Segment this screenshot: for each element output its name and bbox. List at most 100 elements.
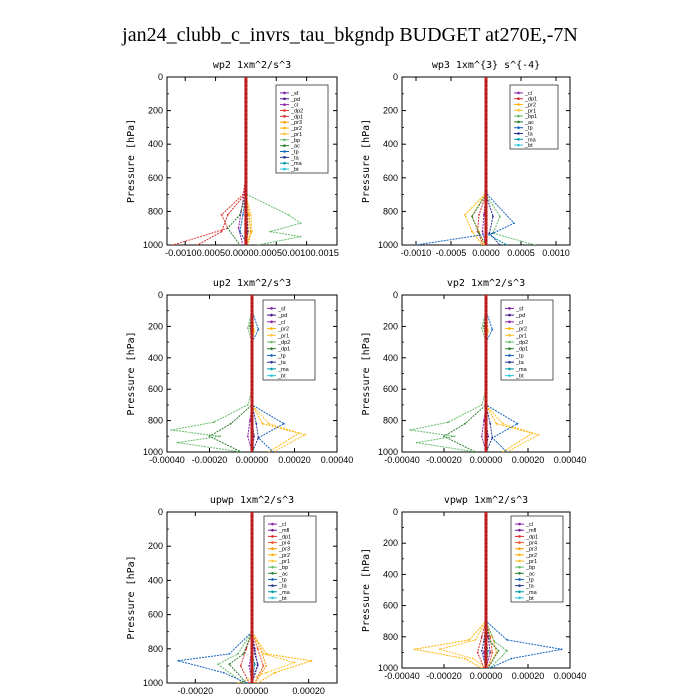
series-point: [217, 663, 219, 666]
zero-profile-marker: [250, 352, 254, 356]
series-point: [249, 325, 251, 328]
zero-profile-marker: [250, 320, 254, 325]
zero-profile-marker: [484, 631, 488, 635]
legend-marker: [270, 327, 273, 330]
legend-marker: [283, 132, 286, 136]
y-tick-label: 400: [148, 575, 163, 585]
y-tick-label: 400: [383, 569, 398, 579]
zero-profile-marker: [244, 113, 248, 117]
zero-profile-marker: [484, 588, 488, 592]
series-point: [534, 244, 536, 245]
series-point: [487, 330, 489, 332]
legend-label: _dp1: [515, 347, 528, 353]
series-point: [483, 651, 485, 654]
legend-marker: [517, 143, 520, 147]
series-point: [478, 232, 480, 235]
series-point: [474, 639, 477, 641]
series-line: [251, 512, 264, 683]
series-point: [253, 653, 256, 655]
zero-profile-marker: [250, 570, 254, 574]
zero-profile-marker: [484, 344, 488, 348]
series-point: [483, 244, 485, 245]
series-point: [253, 451, 255, 452]
y-tick-label: 600: [383, 173, 398, 183]
zero-profile-marker: [484, 324, 488, 328]
zero-profile-marker: [484, 151, 488, 155]
legend-marker: [283, 103, 286, 106]
legend-marker: [271, 553, 274, 557]
y-tick-label: 600: [148, 610, 163, 620]
series-group: [177, 512, 313, 683]
legend-marker: [271, 565, 274, 569]
legend-marker: [508, 354, 511, 357]
zero-profile-marker: [484, 297, 488, 301]
zero-profile-marker: [484, 104, 488, 108]
series-point: [310, 659, 313, 662]
series-point: [268, 451, 270, 452]
y-tick-label: 800: [148, 644, 163, 654]
x-tick-label: 0.0010: [542, 248, 570, 258]
zero-profile-marker: [484, 360, 488, 364]
zero-profile-marker: [484, 180, 488, 184]
zero-profile-marker: [250, 332, 254, 336]
series-point: [249, 419, 251, 422]
y-tick-label: 1000: [143, 240, 163, 250]
zero-profile-marker: [250, 434, 254, 438]
series-point: [472, 657, 475, 660]
series-point: [493, 640, 496, 643]
x-tick-label: 0.00000: [236, 686, 269, 696]
legend-marker: [508, 320, 511, 324]
legend-label: _dp1: [278, 534, 291, 540]
legend-label: _ma: [278, 590, 291, 596]
series-point: [262, 665, 265, 667]
zero-profile-marker: [484, 117, 488, 121]
zero-profile-marker: [250, 660, 254, 664]
x-tick-label: 0.00020: [512, 455, 545, 465]
series-point: [483, 640, 485, 643]
zero-profile-marker: [250, 371, 254, 376]
series-point: [196, 244, 199, 245]
legend-marker: [517, 97, 520, 100]
series-point: [246, 327, 249, 329]
zero-profile-marker: [250, 438, 254, 442]
zero-profile-marker: [244, 226, 248, 230]
zero-profile-marker: [244, 142, 248, 146]
legend: _cl_mfl_dp1_pr4_pr3_pr2_pr1_bp_ac_tp_ta_…: [263, 515, 317, 603]
legend-label: _bp: [278, 565, 288, 571]
legend-label: _ma: [525, 590, 538, 596]
zero-profile-marker: [250, 336, 254, 340]
legend-marker: [283, 120, 286, 124]
series-point: [510, 657, 513, 660]
zero-profile-marker: [250, 411, 254, 415]
series-line: [485, 512, 500, 668]
zero-profile-marker: [484, 184, 488, 188]
zero-profile-marker: [484, 600, 488, 604]
zero-profile-marker: [484, 92, 488, 96]
zero-profile-marker: [484, 518, 488, 522]
legend-label: _sf: [290, 91, 299, 97]
legend-label: _ac: [524, 120, 534, 126]
zero-profile-marker: [250, 647, 254, 651]
zero-profile-marker: [250, 553, 254, 557]
legend-marker: [283, 167, 286, 171]
y-tick-label: 400: [148, 353, 163, 363]
series-point: [170, 429, 173, 431]
series-point: [481, 244, 484, 245]
legend-label: _pr3: [290, 120, 302, 126]
zero-profile-marker: [250, 518, 254, 523]
zero-profile-marker: [244, 117, 248, 121]
zero-profile-marker: [484, 313, 488, 317]
series-point: [272, 451, 275, 452]
zero-profile-marker: [250, 387, 254, 391]
zero-profile-marker: [484, 442, 488, 446]
zero-profile-marker: [244, 155, 248, 159]
series-point: [176, 441, 179, 444]
x-tick-label: -0.00020: [192, 455, 228, 465]
legend: _cl_dp1_pr2_pr1_bp1_ac_tp_ta_ma_bt: [509, 84, 559, 150]
zero-profile-marker: [484, 167, 488, 171]
zero-profile-marker: [484, 512, 488, 514]
y-tick-label: 800: [148, 416, 163, 426]
series-point: [246, 435, 249, 438]
y-tick-label: 400: [383, 353, 398, 363]
series-point: [246, 404, 249, 406]
